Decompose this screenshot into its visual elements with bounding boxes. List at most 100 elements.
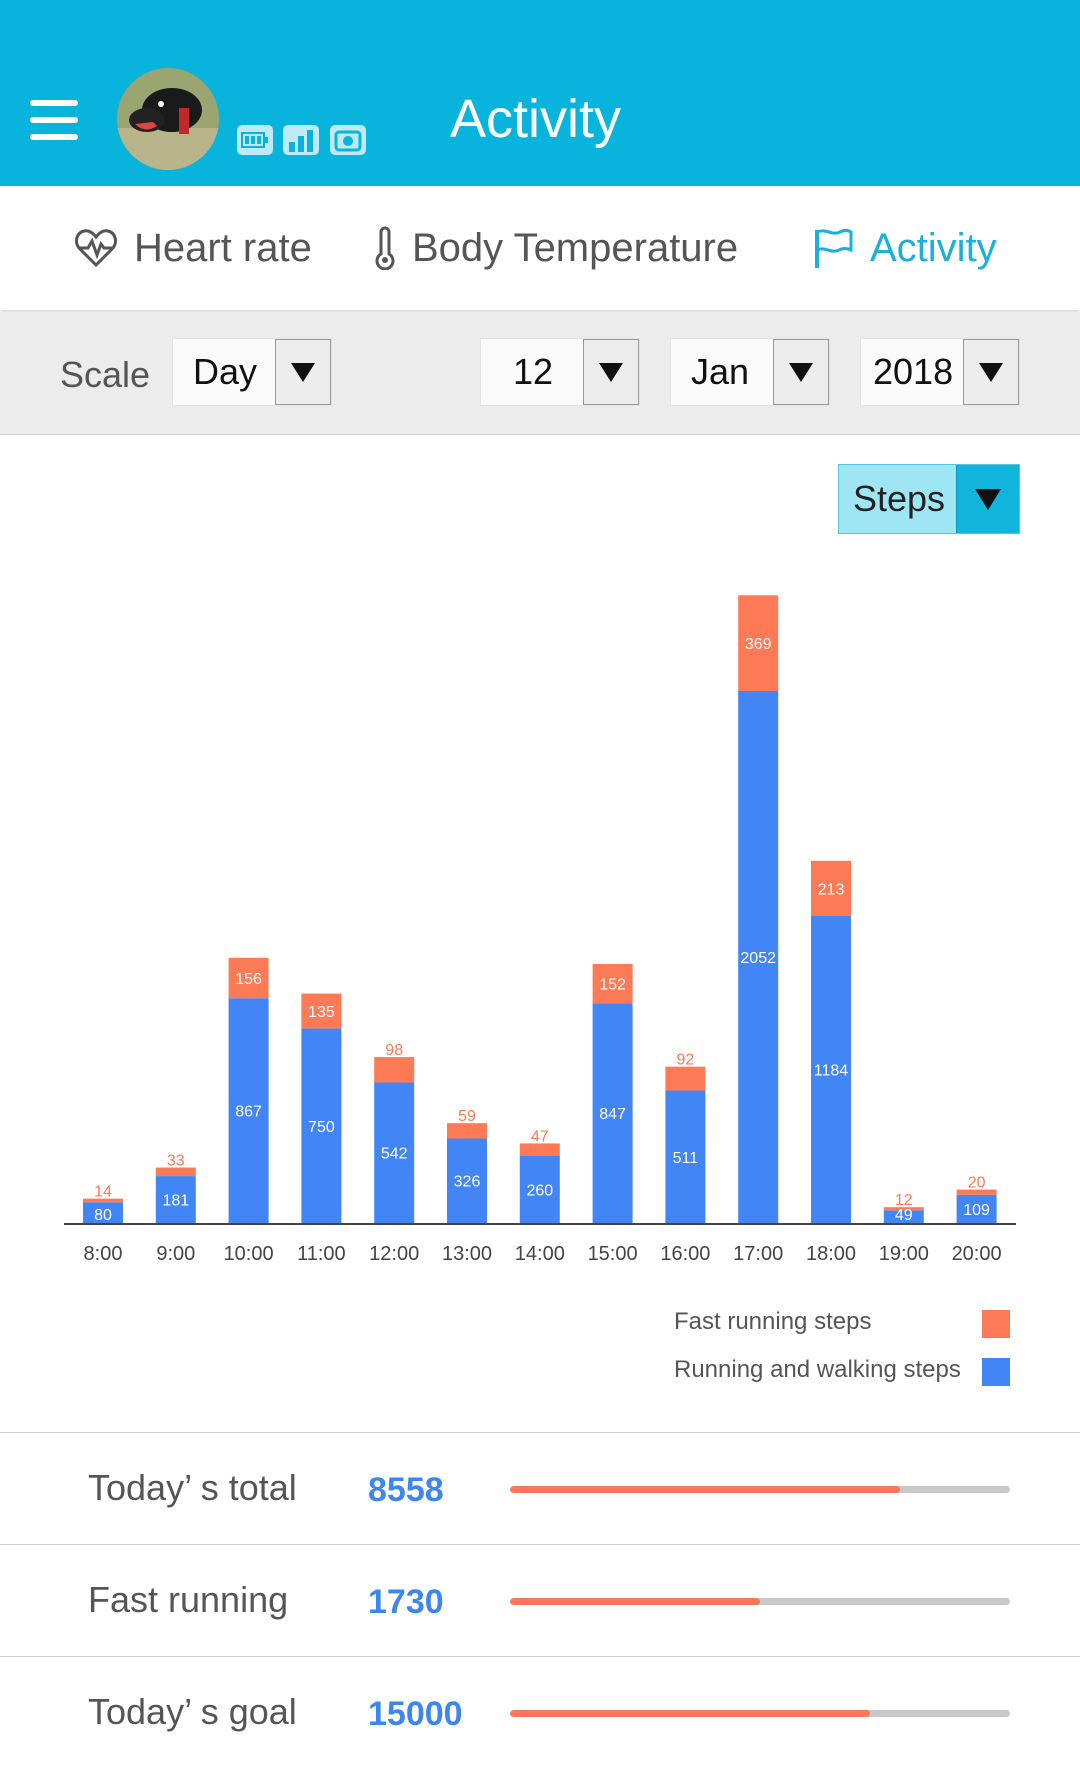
data-label-running-walking: 326 [454, 1174, 481, 1191]
dropdown-arrow-icon[interactable] [773, 339, 829, 405]
bar-fast-running [665, 1066, 706, 1091]
data-label-fast-running: 20 [968, 1175, 986, 1192]
bar-fast-running [447, 1123, 487, 1139]
bar-running-walking [883, 1210, 924, 1223]
dropdown-arrow-icon[interactable] [956, 465, 1019, 533]
legend-swatch-fast-running [982, 1310, 1010, 1338]
data-label-running-walking: 867 [235, 1104, 262, 1121]
metric-select[interactable]: Steps [838, 464, 1020, 534]
data-label-fast-running: 14 [94, 1184, 112, 1201]
day-select-value: 12 [513, 351, 554, 392]
year-select[interactable]: 2018 [860, 338, 1020, 406]
x-tick-label: 10:00 [224, 1243, 274, 1260]
bar-running-walking [447, 1138, 487, 1223]
data-label-running-walking: 109 [963, 1202, 990, 1219]
x-tick-label: 19:00 [879, 1243, 929, 1260]
data-label-running-walking: 49 [895, 1207, 913, 1224]
data-label-fast-running: 369 [745, 636, 772, 653]
progress-bar [510, 1710, 1010, 1717]
legend-label: Fast running steps [674, 1308, 872, 1335]
x-tick-label: 20:00 [952, 1243, 1002, 1260]
data-label-fast-running: 47 [531, 1128, 549, 1145]
month-select[interactable]: Jan [670, 338, 830, 406]
menu-icon[interactable] [30, 100, 78, 140]
stat-value: 1730 [368, 1583, 444, 1621]
steps-bar-chart: 80 14 8:00 181 33 9:00 867 156 10:00 750 135 11:00 5… [64, 595, 1016, 1260]
bar-fast-running [883, 1207, 924, 1211]
legend-swatch-running-walking [982, 1358, 1010, 1386]
bar-running-walking [811, 916, 851, 1223]
stat-row-total: Today’ s total 8558 [0, 1432, 1080, 1544]
bar-running-walking [155, 1176, 196, 1223]
avatar[interactable] [117, 68, 219, 170]
data-label-fast-running: 33 [167, 1153, 185, 1170]
data-label-running-walking: 511 [673, 1150, 699, 1167]
progress-fill [510, 1598, 760, 1605]
stat-label: Today’ s total [88, 1467, 297, 1508]
stat-row-fast-running: Fast running 1730 [0, 1544, 1080, 1656]
x-tick-label: 9:00 [156, 1243, 195, 1260]
bar-fast-running [592, 963, 633, 1004]
day-select[interactable]: 12 [480, 338, 640, 406]
app-header: Activity [0, 0, 1080, 186]
data-label-running-walking: 181 [162, 1193, 189, 1210]
scale-select[interactable]: Day [172, 338, 332, 406]
bar-fast-running [155, 1167, 196, 1177]
tab-activity[interactable]: Activity [812, 186, 997, 310]
heart-pulse-icon [74, 227, 118, 269]
bar-running-walking [228, 998, 269, 1223]
bar-running-walking [519, 1155, 560, 1223]
bar-fast-running [301, 993, 342, 1029]
stat-row-goal: Today’ s goal 15000 [0, 1656, 1080, 1768]
data-label-fast-running: 213 [818, 881, 845, 898]
bar-fast-running [956, 1189, 997, 1195]
bar-running-walking [374, 1082, 415, 1223]
bar-running-walking [738, 690, 779, 1223]
bar-fast-running [374, 1057, 415, 1083]
tab-body-temperature-label: Body Temperature [412, 225, 739, 270]
data-label-fast-running: 92 [677, 1052, 695, 1069]
x-tick-label: 17:00 [733, 1243, 783, 1260]
tab-heart-rate[interactable]: Heart rate [74, 186, 312, 310]
stat-label: Today’ s goal [88, 1691, 297, 1732]
x-tick-label: 15:00 [588, 1243, 638, 1260]
tab-activity-label: Activity [870, 225, 997, 270]
signal-icon[interactable] [282, 122, 320, 158]
data-label-fast-running: 152 [599, 977, 626, 994]
data-label-running-walking: 847 [599, 1106, 626, 1123]
progress-fill [510, 1710, 870, 1717]
bar-running-walking [665, 1090, 706, 1223]
progress-bar [510, 1598, 1010, 1605]
data-label-fast-running: 59 [458, 1108, 476, 1125]
stat-value: 15000 [368, 1695, 463, 1733]
camera-icon[interactable] [329, 122, 367, 158]
battery-icon[interactable] [236, 122, 274, 158]
stat-value: 8558 [368, 1471, 444, 1509]
legend-item-fast-running: Fast running steps [674, 1308, 871, 1336]
bar-running-walking [956, 1194, 997, 1223]
flag-icon [812, 226, 854, 270]
data-label-fast-running: 98 [385, 1042, 403, 1059]
month-select-value: Jan [691, 351, 750, 392]
dropdown-arrow-icon[interactable] [275, 339, 331, 405]
progress-fill [510, 1486, 900, 1493]
data-label-fast-running: 135 [308, 1004, 335, 1021]
stat-label: Fast running [88, 1579, 289, 1620]
bar-running-walking [83, 1202, 123, 1223]
legend-item-running-walking: Running and walking steps [674, 1356, 961, 1384]
data-label-fast-running: 156 [235, 971, 262, 988]
tab-heart-rate-label: Heart rate [134, 225, 312, 270]
x-tick-label: 14:00 [515, 1243, 565, 1260]
data-label-running-walking: 2052 [740, 950, 776, 967]
x-tick-label: 12:00 [369, 1243, 419, 1260]
dropdown-arrow-icon[interactable] [963, 339, 1019, 405]
x-tick-label: 8:00 [84, 1243, 123, 1260]
bar-running-walking [592, 1003, 633, 1223]
year-select-value: 2018 [873, 351, 954, 392]
metric-select-value: Steps [853, 478, 946, 519]
dropdown-arrow-icon[interactable] [583, 339, 639, 405]
legend-label: Running and walking steps [674, 1356, 961, 1383]
tab-body-temperature[interactable]: Body Temperature [374, 186, 738, 310]
bar-fast-running [811, 860, 851, 917]
bar-fast-running [519, 1143, 560, 1156]
